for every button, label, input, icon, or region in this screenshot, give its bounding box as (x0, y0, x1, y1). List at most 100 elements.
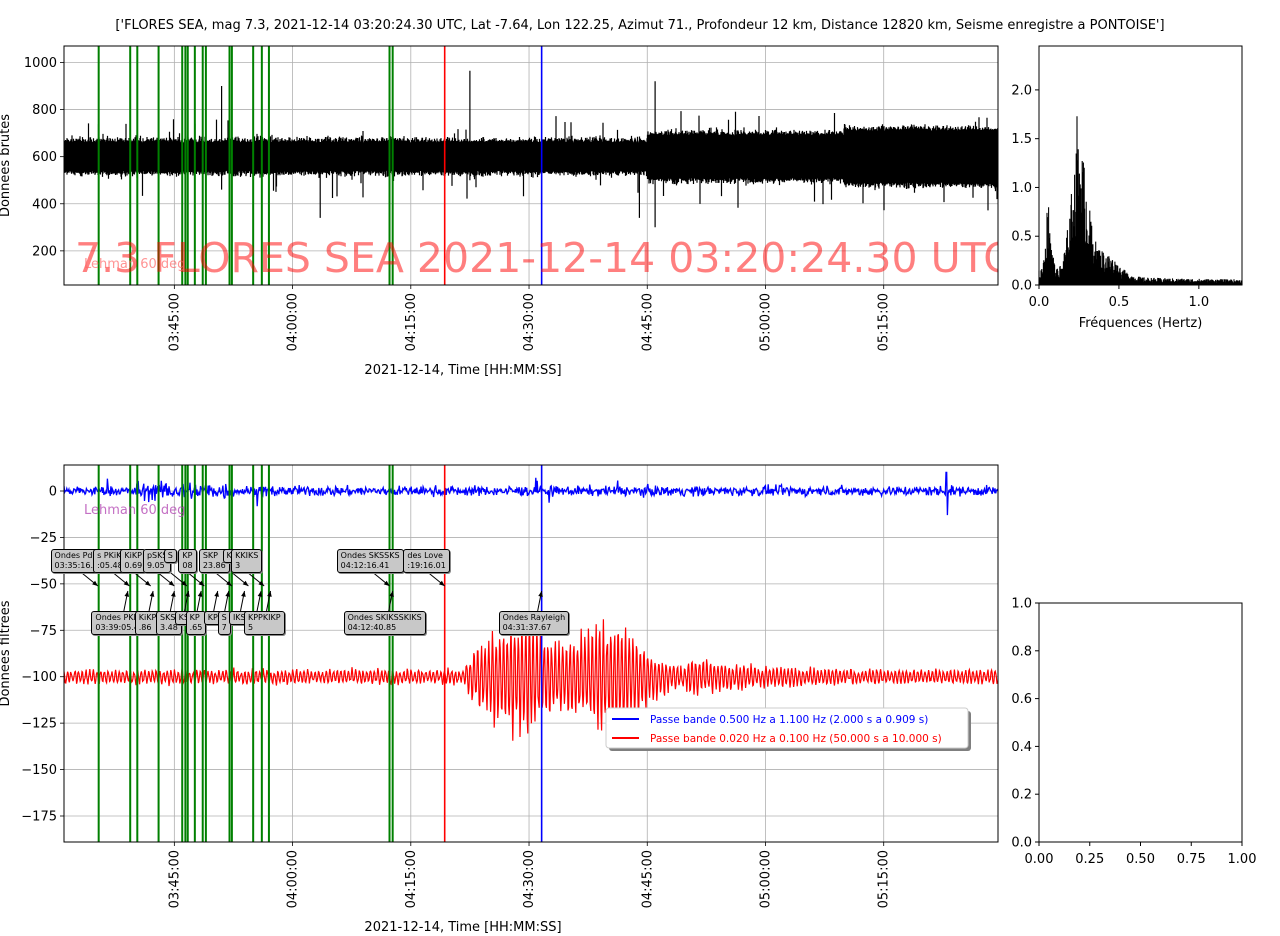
spectrum-ytick-label: 0.5 (1011, 230, 1032, 245)
spectrum-ytick-label: 0.0 (1011, 279, 1032, 294)
phase-annotation-line: 08 (182, 561, 193, 570)
phase-annotation-line: KP (207, 613, 218, 622)
spectrum-xtick-label: 0.5 (1109, 295, 1130, 310)
phase-annotation-line: .65 (189, 623, 203, 632)
filt-ytick-label: −150 (21, 763, 57, 778)
empty-ytick-label: 0.2 (1011, 788, 1032, 803)
annotation-arrowhead (185, 591, 190, 597)
phase-annotation-line: Ondes PKIKP (95, 613, 146, 622)
spectrum-ytick-label: 1.5 (1011, 132, 1032, 147)
filt-ytick-label: −125 (21, 717, 57, 732)
phase-annotation-line: :19:16.01 (407, 561, 446, 570)
lowpass-waveform (64, 619, 998, 741)
phase-annotation-line: 03:35:16.80 (54, 561, 104, 570)
annotation-arrowhead (168, 580, 175, 586)
empty-xtick-label: 1.00 (1228, 852, 1257, 867)
annotation-arrowhead (144, 580, 151, 586)
filt-frame (63, 464, 999, 843)
raw-xtick-label: 04:45:00 (640, 293, 655, 351)
filt-xlabel: 2021-12-14, Time [HH:MM:SS] (364, 920, 561, 935)
empty-xtick-label: 0.25 (1075, 852, 1104, 867)
annotation-arrowhead (241, 591, 246, 597)
raw-xlabel: 2021-12-14, Time [HH:MM:SS] (364, 363, 561, 378)
filt-xtick-label: 03:45:00 (167, 850, 182, 908)
phase-annotation-line: KP (189, 613, 200, 622)
filt-ytick-label: −25 (30, 531, 57, 546)
phase-annotation-line: 5 (247, 623, 254, 632)
phase-annotation-line: pSKS (146, 551, 168, 560)
annotation-arrowhead (383, 580, 390, 586)
phase-annotation-line: .86 (138, 623, 152, 632)
annotation-arrowhead (170, 591, 176, 597)
empty-ytick-label: 0.6 (1011, 692, 1032, 707)
annotation-arrowhead (124, 591, 130, 597)
annotation-arrowhead (226, 580, 232, 586)
filt-ytick-label: −75 (30, 624, 57, 639)
raw-ytick-label: 200 (32, 244, 57, 259)
filtered-plot-area: Lehman 60 deg (64, 465, 998, 842)
phase-annotation: S (163, 549, 177, 563)
legend-box (605, 707, 969, 749)
phase-annotation: Ondes SKIKSSKIKS 04:12:40.85 (343, 611, 426, 635)
annotation-arrowhead (389, 591, 394, 597)
filt-xtick-label: 04:00:00 (286, 850, 301, 908)
phase-annotation-line: KS (178, 613, 189, 622)
raw-ytick-label: 1000 (24, 56, 57, 71)
phase-annotation-line: Ondes SKSSKS (340, 551, 400, 560)
legend-entry: Passe bande 0.500 Hz a 1.100 Hz (2.000 s… (650, 714, 928, 726)
filt-xtick-label: 04:45:00 (640, 850, 655, 908)
raw-waveform (64, 67, 998, 230)
filt-xtick-label: 04:15:00 (404, 850, 419, 908)
raw-frame (63, 45, 999, 286)
annotation-arrowhead (197, 591, 203, 597)
phase-annotation-line: KPPKIKP (247, 613, 281, 622)
annotation-arrowhead (149, 591, 155, 597)
empty-xtick-label: 0.50 (1126, 852, 1155, 867)
phase-annotation-line: 04:12:16.41 (340, 561, 390, 570)
empty-frame (1038, 602, 1243, 843)
spectrum-frame (1038, 45, 1243, 286)
filt-ytick-label: −175 (21, 810, 57, 825)
filt-xtick-label: 04:30:00 (522, 850, 537, 908)
phase-annotation-line: :05.48 (97, 561, 123, 570)
phase-annotation-line: KiKP (124, 551, 142, 560)
annotation-arrowhead (258, 580, 265, 586)
annotation-arrowhead (225, 591, 230, 597)
annotation-arrowhead (181, 580, 187, 586)
phase-annotation-line: 04:31:37.67 (502, 623, 552, 632)
phase-annotation-line: s PKiKP (97, 551, 127, 560)
annotation-arrowhead (267, 591, 272, 597)
filt-ylabel: Donnees filtrees (0, 600, 13, 706)
raw-xtick-label: 04:30:00 (522, 293, 537, 351)
filtered-seismogram-axes: Lehman 60 deg 03:45:00 04:00:00 04:15:00 04:… (0, 464, 999, 935)
filt-xtick-label: 05:15:00 (877, 850, 892, 908)
phase-annotation-line: 23.86 (202, 561, 226, 570)
phase-annotation-line: KKIKS (235, 551, 259, 560)
raw-ytick-label: 400 (32, 197, 57, 212)
spectrum-xtick-label: 1.0 (1188, 295, 1209, 310)
highpass-waveform (64, 471, 998, 516)
phase-annotation-line: Ondes Pdiff (54, 551, 101, 560)
phase-annotation-line: 3.48 (160, 623, 178, 632)
raw-ylabel: Donnees brutes (0, 114, 13, 217)
raw-xtick-label: 04:15:00 (404, 293, 419, 351)
raw-plot-area: 7.3 FLORES SEA 2021-12-14 03:20:24.30 UT… (64, 46, 998, 285)
phase-annotation-line: IKS (232, 613, 246, 622)
spectrum-axes: 0.0 0.5 1.0 0.0 0.5 1.0 1.5 2.0 Fréquences (Hert… (1011, 45, 1243, 331)
phase-annotation: des Love:19:16.01 (403, 549, 450, 573)
phase-annotation-line: SKP (202, 551, 218, 560)
empty-ytick-label: 1.0 (1011, 597, 1032, 612)
spectrum-line (1038, 116, 1243, 285)
spectrum-xlabel: Fréquences (Hertz) (1079, 316, 1203, 331)
phase-annotation-line: KiKP (138, 613, 157, 622)
raw-xtick-label: 05:00:00 (758, 293, 773, 351)
raw-xtick-label: 03:45:00 (167, 293, 182, 351)
phase-annotation-line: Ondes SKIKSSKIKS (347, 613, 422, 622)
phase-annotation: KP 08 (178, 549, 197, 573)
spectrum-ytick-label: 1.0 (1011, 181, 1032, 196)
annotation-arrowhead (538, 591, 543, 597)
phase-annotation-line: S (167, 551, 173, 560)
phase-annotation: KiKP 0.69 (120, 549, 147, 573)
phase-annotation: KPPKIKP 5 (243, 611, 285, 635)
